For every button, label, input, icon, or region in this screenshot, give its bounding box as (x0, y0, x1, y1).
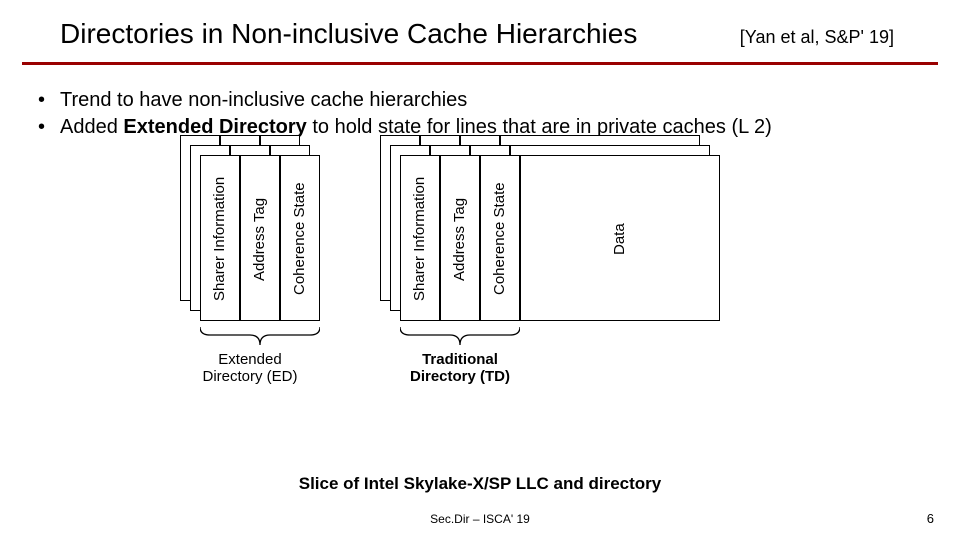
footer-text: Sec.Dir – ISCA' 19 (0, 512, 960, 526)
td-coh-label: Coherence State (491, 166, 508, 312)
diagram-caption: Slice of Intel Skylake-X/SP LLC and dire… (0, 474, 960, 494)
td-brace (400, 327, 520, 347)
ed-coh-label: Coherence State (291, 166, 308, 312)
ed-group-label: Extended Directory (ED) (170, 351, 330, 385)
page-number: 6 (927, 511, 934, 526)
bullet-list: Trend to have non-inclusive cache hierar… (0, 65, 960, 141)
td-sharer-label: Sharer Information (411, 166, 428, 312)
ed-brace (200, 327, 320, 347)
diagram: Sharer Information Address Tag Coherence… (160, 155, 800, 435)
td-group-label: Traditional Directory (TD) (380, 351, 540, 385)
bullet-text: Added (60, 116, 123, 138)
citation: [Yan et al, S&P' 19] (740, 27, 924, 48)
ed-tag-label: Address Tag (251, 166, 268, 312)
ed-sharer-label: Sharer Information (211, 166, 228, 312)
td-tag-label: Address Tag (451, 166, 468, 312)
bullet-item: Trend to have non-inclusive cache hierar… (38, 87, 930, 114)
page-title: Directories in Non-inclusive Cache Hiera… (60, 18, 637, 50)
td-data-label: Data (611, 166, 628, 312)
